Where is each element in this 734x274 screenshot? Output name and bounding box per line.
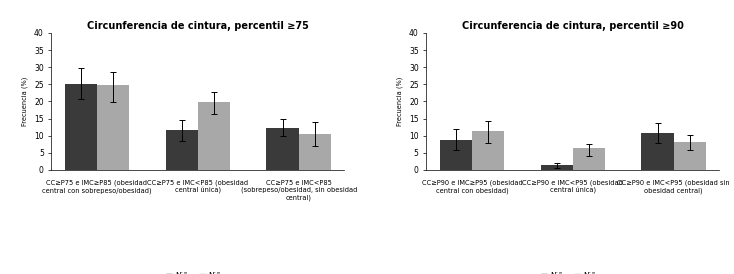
Bar	[472, 131, 504, 170]
Title: Circunferencia de cintura, percentil ≥75: Circunferencia de cintura, percentil ≥75	[87, 21, 309, 31]
Title: Circunferencia de cintura, percentil ≥90: Circunferencia de cintura, percentil ≥90	[462, 21, 684, 31]
Bar	[674, 142, 706, 170]
Bar	[65, 84, 97, 170]
Bar	[266, 128, 299, 170]
Bar	[540, 165, 573, 170]
Y-axis label: Frecuencia (%): Frecuencia (%)	[22, 77, 29, 126]
Bar	[166, 130, 198, 170]
Bar	[97, 85, 129, 170]
Bar	[642, 133, 674, 170]
Bar	[573, 148, 605, 170]
Y-axis label: Frecuencia (%): Frecuencia (%)	[397, 77, 404, 126]
Legend: Niñas, Niños: Niñas, Niños	[542, 272, 604, 274]
Bar	[440, 140, 472, 170]
Bar	[198, 102, 230, 170]
Legend: Niñas, Niños: Niñas, Niños	[167, 272, 229, 274]
Bar	[299, 134, 331, 170]
